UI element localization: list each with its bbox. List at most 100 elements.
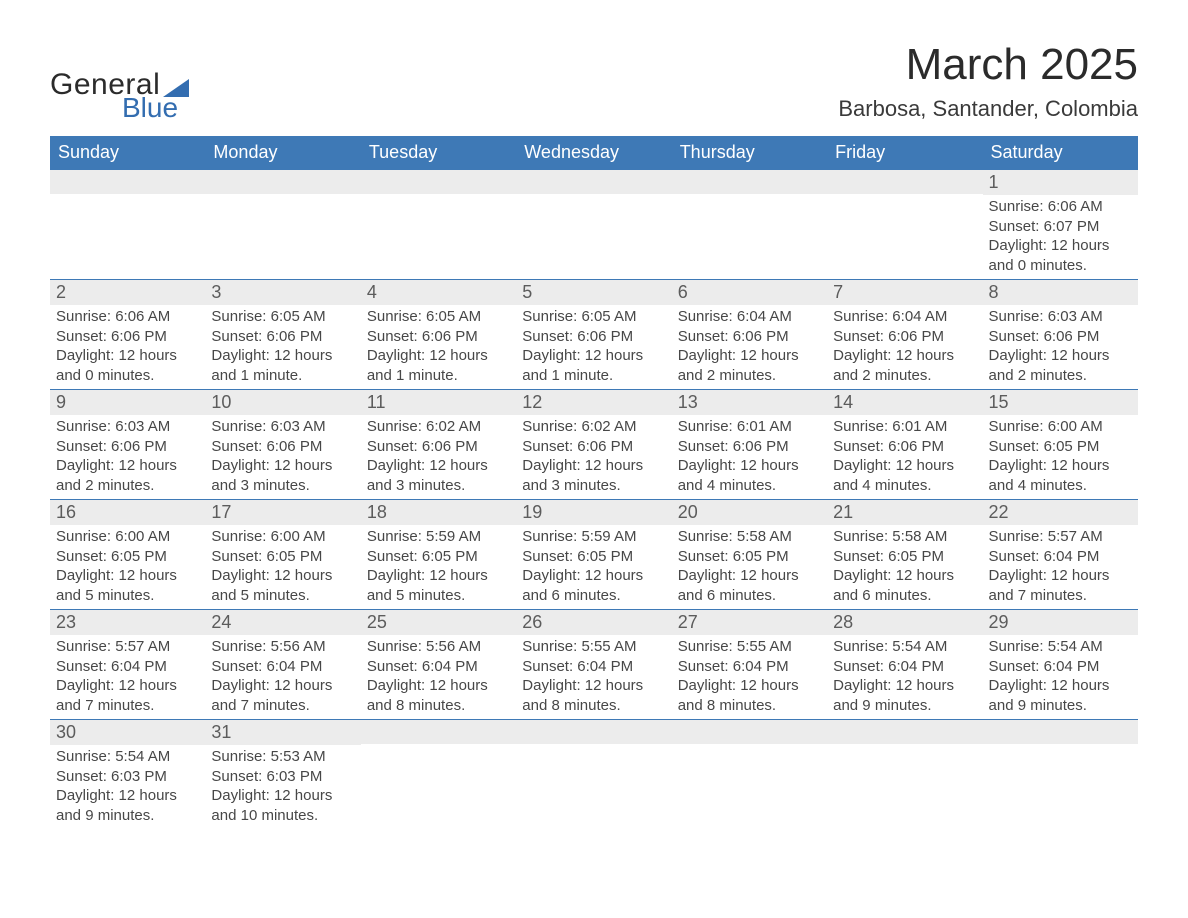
day-header: Saturday bbox=[983, 136, 1138, 170]
day-number: 6 bbox=[672, 280, 827, 305]
day-data: Sunrise: 5:54 AMSunset: 6:04 PMDaylight:… bbox=[827, 635, 982, 719]
day-number: 11 bbox=[361, 390, 516, 415]
sunset-text: Sunset: 6:06 PM bbox=[211, 437, 354, 457]
daylight-text-2: and 6 minutes. bbox=[522, 586, 665, 606]
day-number: 2 bbox=[50, 280, 205, 305]
calendar-cell: 18Sunrise: 5:59 AMSunset: 6:05 PMDayligh… bbox=[361, 500, 516, 610]
daylight-text-1: Daylight: 12 hours bbox=[211, 676, 354, 696]
day-data bbox=[827, 744, 982, 822]
day-data bbox=[672, 744, 827, 822]
sunset-text: Sunset: 6:06 PM bbox=[522, 437, 665, 457]
day-data: Sunrise: 6:00 AMSunset: 6:05 PMDaylight:… bbox=[50, 525, 205, 609]
calendar-cell: 9Sunrise: 6:03 AMSunset: 6:06 PMDaylight… bbox=[50, 390, 205, 500]
daylight-text-1: Daylight: 12 hours bbox=[678, 676, 821, 696]
daylight-text-1: Daylight: 12 hours bbox=[833, 456, 976, 476]
daylight-text-1: Daylight: 12 hours bbox=[522, 566, 665, 586]
calendar-cell: 23Sunrise: 5:57 AMSunset: 6:04 PMDayligh… bbox=[50, 610, 205, 720]
daylight-text-1: Daylight: 12 hours bbox=[211, 346, 354, 366]
day-number bbox=[50, 170, 205, 194]
daylight-text-2: and 6 minutes. bbox=[678, 586, 821, 606]
day-data: Sunrise: 5:59 AMSunset: 6:05 PMDaylight:… bbox=[516, 525, 671, 609]
day-number bbox=[672, 170, 827, 194]
calendar-cell: 8Sunrise: 6:03 AMSunset: 6:06 PMDaylight… bbox=[983, 280, 1138, 390]
sunset-text: Sunset: 6:04 PM bbox=[522, 657, 665, 677]
day-header: Wednesday bbox=[516, 136, 671, 170]
day-data: Sunrise: 6:04 AMSunset: 6:06 PMDaylight:… bbox=[672, 305, 827, 389]
day-number: 18 bbox=[361, 500, 516, 525]
calendar-cell bbox=[516, 170, 671, 280]
daylight-text-2: and 2 minutes. bbox=[833, 366, 976, 386]
daylight-text-1: Daylight: 12 hours bbox=[678, 346, 821, 366]
daylight-text-1: Daylight: 12 hours bbox=[56, 786, 199, 806]
sunrise-text: Sunrise: 6:04 AM bbox=[833, 307, 976, 327]
day-number: 12 bbox=[516, 390, 671, 415]
calendar-cell: 19Sunrise: 5:59 AMSunset: 6:05 PMDayligh… bbox=[516, 500, 671, 610]
calendar-cell: 15Sunrise: 6:00 AMSunset: 6:05 PMDayligh… bbox=[983, 390, 1138, 500]
sunrise-text: Sunrise: 6:02 AM bbox=[522, 417, 665, 437]
calendar-cell: 27Sunrise: 5:55 AMSunset: 6:04 PMDayligh… bbox=[672, 610, 827, 720]
calendar-cell bbox=[672, 170, 827, 280]
calendar-cell bbox=[361, 720, 516, 830]
calendar-cell: 24Sunrise: 5:56 AMSunset: 6:04 PMDayligh… bbox=[205, 610, 360, 720]
day-number bbox=[205, 170, 360, 194]
day-number: 26 bbox=[516, 610, 671, 635]
daylight-text-1: Daylight: 12 hours bbox=[522, 676, 665, 696]
sunset-text: Sunset: 6:06 PM bbox=[833, 437, 976, 457]
day-data: Sunrise: 6:03 AMSunset: 6:06 PMDaylight:… bbox=[50, 415, 205, 499]
daylight-text-2: and 3 minutes. bbox=[211, 476, 354, 496]
sunrise-text: Sunrise: 5:58 AM bbox=[833, 527, 976, 547]
daylight-text-2: and 7 minutes. bbox=[56, 696, 199, 716]
daylight-text-1: Daylight: 12 hours bbox=[989, 676, 1132, 696]
location-subtitle: Barbosa, Santander, Colombia bbox=[838, 96, 1138, 122]
sunset-text: Sunset: 6:04 PM bbox=[56, 657, 199, 677]
sunrise-text: Sunrise: 6:04 AM bbox=[678, 307, 821, 327]
day-number: 1 bbox=[983, 170, 1138, 195]
day-number: 23 bbox=[50, 610, 205, 635]
calendar-cell bbox=[50, 170, 205, 280]
day-number: 28 bbox=[827, 610, 982, 635]
sunset-text: Sunset: 6:03 PM bbox=[211, 767, 354, 787]
sunset-text: Sunset: 6:06 PM bbox=[522, 327, 665, 347]
day-header: Sunday bbox=[50, 136, 205, 170]
sunrise-text: Sunrise: 6:03 AM bbox=[56, 417, 199, 437]
sunrise-text: Sunrise: 5:53 AM bbox=[211, 747, 354, 767]
day-data bbox=[672, 194, 827, 272]
sunset-text: Sunset: 6:06 PM bbox=[367, 327, 510, 347]
sunset-text: Sunset: 6:04 PM bbox=[989, 657, 1132, 677]
daylight-text-1: Daylight: 12 hours bbox=[833, 676, 976, 696]
day-data: Sunrise: 6:04 AMSunset: 6:06 PMDaylight:… bbox=[827, 305, 982, 389]
calendar-cell bbox=[983, 720, 1138, 830]
day-header: Tuesday bbox=[361, 136, 516, 170]
sunrise-text: Sunrise: 5:56 AM bbox=[367, 637, 510, 657]
day-number: 14 bbox=[827, 390, 982, 415]
daylight-text-2: and 9 minutes. bbox=[989, 696, 1132, 716]
sunset-text: Sunset: 6:05 PM bbox=[678, 547, 821, 567]
sunset-text: Sunset: 6:06 PM bbox=[56, 437, 199, 457]
calendar-page: General Blue March 2025 Barbosa, Santand… bbox=[0, 0, 1188, 869]
calendar-cell: 2Sunrise: 6:06 AMSunset: 6:06 PMDaylight… bbox=[50, 280, 205, 390]
day-data: Sunrise: 5:58 AMSunset: 6:05 PMDaylight:… bbox=[827, 525, 982, 609]
sunset-text: Sunset: 6:04 PM bbox=[211, 657, 354, 677]
sunrise-text: Sunrise: 6:00 AM bbox=[989, 417, 1132, 437]
sunset-text: Sunset: 6:06 PM bbox=[56, 327, 199, 347]
day-data bbox=[361, 194, 516, 272]
daylight-text-1: Daylight: 12 hours bbox=[522, 346, 665, 366]
day-number bbox=[361, 720, 516, 744]
day-data bbox=[827, 194, 982, 272]
day-data: Sunrise: 5:59 AMSunset: 6:05 PMDaylight:… bbox=[361, 525, 516, 609]
sunrise-text: Sunrise: 6:02 AM bbox=[367, 417, 510, 437]
sunrise-text: Sunrise: 5:57 AM bbox=[989, 527, 1132, 547]
day-number: 10 bbox=[205, 390, 360, 415]
day-data: Sunrise: 5:54 AMSunset: 6:03 PMDaylight:… bbox=[50, 745, 205, 829]
sunset-text: Sunset: 6:05 PM bbox=[989, 437, 1132, 457]
daylight-text-2: and 8 minutes. bbox=[522, 696, 665, 716]
daylight-text-2: and 5 minutes. bbox=[211, 586, 354, 606]
sunrise-text: Sunrise: 5:56 AM bbox=[211, 637, 354, 657]
day-data: Sunrise: 6:02 AMSunset: 6:06 PMDaylight:… bbox=[361, 415, 516, 499]
sunrise-text: Sunrise: 5:54 AM bbox=[56, 747, 199, 767]
sunset-text: Sunset: 6:07 PM bbox=[989, 217, 1132, 237]
calendar-cell: 5Sunrise: 6:05 AMSunset: 6:06 PMDaylight… bbox=[516, 280, 671, 390]
calendar-week-row: 9Sunrise: 6:03 AMSunset: 6:06 PMDaylight… bbox=[50, 390, 1138, 500]
day-data: Sunrise: 5:58 AMSunset: 6:05 PMDaylight:… bbox=[672, 525, 827, 609]
day-data: Sunrise: 6:05 AMSunset: 6:06 PMDaylight:… bbox=[516, 305, 671, 389]
